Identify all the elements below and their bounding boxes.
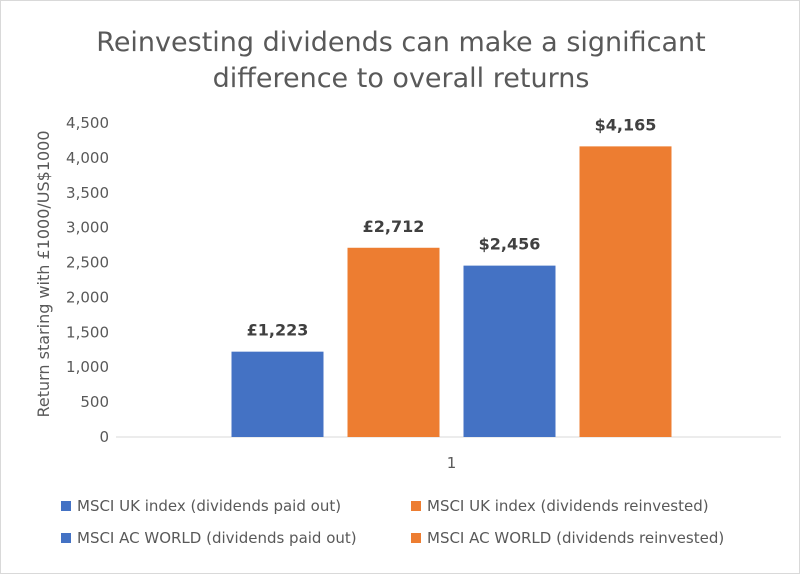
legend-swatch (411, 501, 421, 511)
legend-item-acwi-reinvested: MSCI AC WORLD (dividends reinvested) (411, 527, 771, 549)
data-label-2: £2,712 (363, 217, 425, 236)
bar-3 (463, 265, 556, 437)
legend-label: MSCI AC WORLD (dividends reinvested) (427, 529, 725, 547)
y-tick-label: 4,000 (66, 149, 109, 167)
y-tick-label: 500 (80, 393, 109, 411)
data-label-3: $2,456 (479, 235, 541, 254)
legend-item-acwi-paid-out: MSCI AC WORLD (dividends paid out) (61, 527, 411, 549)
legend-swatch (61, 501, 71, 511)
legend-label: MSCI UK index (dividends paid out) (77, 497, 342, 515)
legend: MSCI UK index (dividends paid out) MSCI … (61, 495, 781, 549)
y-axis-title: Return staring with £1000/US$1000 (34, 130, 53, 417)
legend-swatch (61, 533, 71, 543)
legend-label: MSCI AC WORLD (dividends paid out) (77, 529, 357, 547)
y-tick-label: 0 (99, 428, 109, 446)
data-label-4: $4,165 (595, 115, 657, 134)
bar-2 (347, 247, 440, 437)
y-tick-label: 4,500 (66, 114, 109, 132)
legend-item-uk-paid-out: MSCI UK index (dividends paid out) (61, 495, 411, 517)
data-label-1: £1,223 (247, 321, 309, 340)
y-tick-label: 2,500 (66, 254, 109, 272)
chart-title: Reinvesting dividends can make a signifi… (96, 27, 706, 94)
y-tick-label: 3,500 (66, 184, 109, 202)
legend-item-uk-reinvested: MSCI UK index (dividends reinvested) (411, 495, 771, 517)
legend-swatch (411, 533, 421, 543)
bar-1 (231, 351, 324, 437)
y-tick-label: 1,500 (66, 323, 109, 341)
y-tick-label: 3,000 (66, 219, 109, 237)
bar-4 (579, 146, 672, 437)
legend-label: MSCI UK index (dividends reinvested) (427, 497, 709, 515)
y-tick-label: 1,000 (66, 358, 109, 376)
y-tick-label: 2,000 (66, 288, 109, 306)
x-tick-label: 1 (447, 454, 457, 472)
